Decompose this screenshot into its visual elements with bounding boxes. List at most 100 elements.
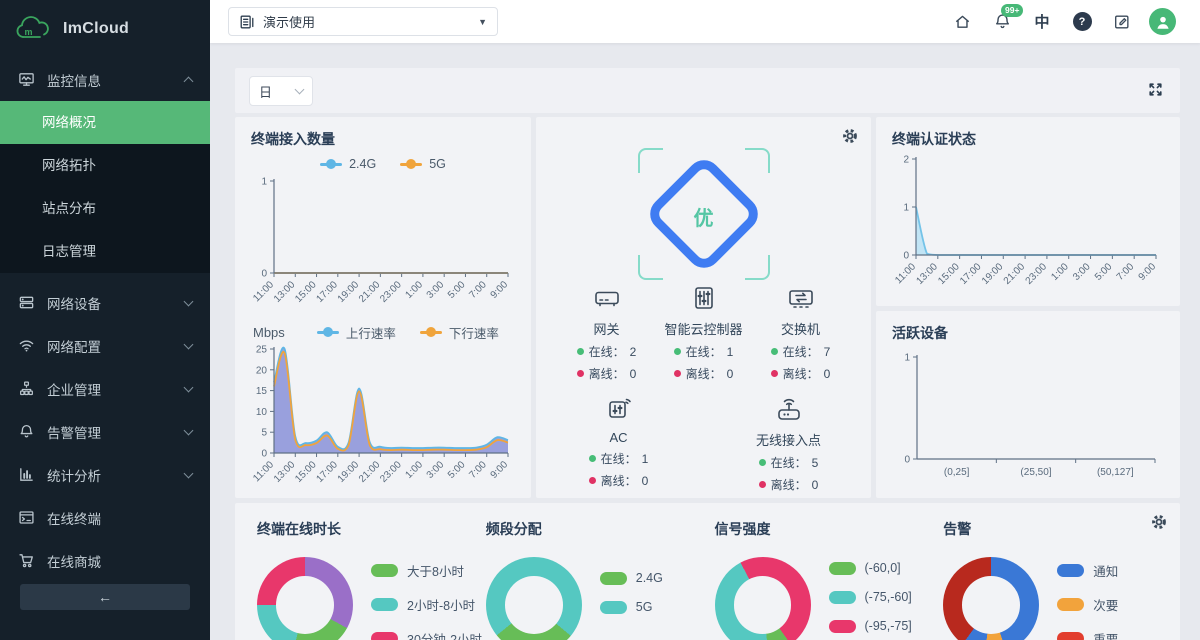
legend-marker — [400, 159, 423, 169]
alarms-donut — [943, 557, 1040, 640]
sidebar-submenu: 网络概况 网络拓扑 站点分布 日志管理 — [0, 101, 210, 273]
cloud-logo-icon: m — [14, 15, 54, 43]
sidebar-item-statistics-analysis[interactable]: 统计分析 — [0, 453, 210, 496]
gateway-icon — [558, 282, 655, 314]
legend-item[interactable]: (-60,0] — [828, 561, 912, 575]
alarms-section: 告警 通知 次要 重要 — [943, 519, 1172, 640]
legend-item-upstream[interactable]: 上行速率 — [316, 323, 396, 342]
svg-text:23:00: 23:00 — [378, 279, 404, 305]
svg-text:13:00: 13:00 — [272, 459, 298, 485]
online-dot — [758, 459, 766, 466]
svg-text:5: 5 — [261, 428, 267, 439]
legend-pill — [371, 564, 398, 577]
distribution-panel: 终端在线时长 大于8小时 2小时-8小时 30分钟-2小时 频段分配 2.4G — [235, 503, 1180, 640]
legend-item[interactable]: 大于8小时 — [371, 561, 482, 580]
terminal-access-panel: 终端接入数量 2.4G 5G 0 1 11:00 13:00 15:00 17:00 19:… — [235, 117, 531, 498]
device-stats-row: 网关 在线： 2 离线： 0 智能云控制器 在线： 1 离线： 0 — [536, 282, 871, 382]
wireless-ap-icon — [737, 393, 841, 425]
auth-status-chart: 0 1 2 11:00 13:00 15:00 17:00 19:00 21:00 23:00 1:… — [886, 153, 1170, 301]
main-content: 日 终端接入数量 2.4G 5G 0 1 11:00 13:00 15:00 17:00 1… — [210, 43, 1200, 640]
site-selector-dropdown[interactable]: 演示使用 ▼ — [228, 7, 498, 36]
sidebar-item-network-topology[interactable]: 网络拓扑 — [42, 158, 96, 173]
gear-icon[interactable] — [842, 128, 858, 144]
legend-pill — [371, 598, 398, 611]
sidebar-item-enterprise-management[interactable]: 企业管理 — [0, 367, 210, 410]
legend-pill — [599, 600, 627, 614]
svg-text:3:00: 3:00 — [425, 459, 447, 481]
legend-pill — [1057, 632, 1085, 640]
svg-text:1: 1 — [261, 177, 267, 188]
online-dot — [588, 455, 596, 462]
device-stats-row: AC 在线： 1 离线： 0 无线接入点 在线： 5 离线： 0 — [536, 393, 871, 493]
legend-item[interactable]: 30分钟-2小时 — [371, 629, 482, 640]
site-list-icon — [239, 14, 255, 30]
legend-item[interactable]: 2小时-8小时 — [371, 595, 482, 614]
legend-item[interactable]: 5G — [599, 600, 663, 614]
sidebar-item-online-terminals[interactable]: 在线终端 — [0, 496, 210, 539]
site-selector-value: 演示使用 — [263, 15, 316, 30]
online-dot — [770, 348, 778, 355]
legend-item[interactable]: (-95,-75] — [828, 619, 912, 633]
y-axis-unit: Mbps — [253, 324, 285, 340]
sidebar-item-alarm-management[interactable]: 告警管理 — [0, 410, 210, 453]
section-title: 信号强度 — [714, 521, 771, 537]
sidebar-item-online-mall[interactable]: 在线商城 — [0, 539, 210, 582]
sidebar-item-network-devices[interactable]: 网络设备 — [0, 281, 210, 324]
period-value: 日 — [259, 84, 273, 100]
access-count-legend: 2.4G 5G — [235, 155, 531, 173]
device-stat-gateway: 网关 在线： 2 离线： 0 — [558, 282, 655, 382]
devices-icon — [18, 294, 35, 311]
chevron-up-icon — [183, 76, 194, 87]
sidebar-collapse-button[interactable]: ← — [20, 584, 190, 610]
logo: m ImCloud — [0, 0, 210, 58]
chevron-down-icon — [183, 382, 194, 392]
svg-text:1:00: 1:00 — [403, 279, 425, 301]
svg-text:9:00: 9:00 — [489, 279, 511, 301]
bar-chart-icon — [18, 466, 35, 483]
legend-item-downstream[interactable]: 下行速率 — [419, 323, 499, 342]
switch-icon — [752, 282, 849, 314]
panel-title: 终端认证状态 — [892, 131, 976, 147]
sidebar: m ImCloud 监控信息 网络概况 网络拓扑 站点分布 日志管理 网络设备 — [0, 0, 210, 640]
sidebar-group-monitoring[interactable]: 监控信息 — [0, 58, 210, 101]
svg-text:15: 15 — [256, 386, 268, 397]
fullscreen-icon[interactable] — [1147, 81, 1164, 98]
user-avatar[interactable] — [1149, 8, 1176, 35]
svg-text:3:00: 3:00 — [425, 279, 447, 301]
help-icon[interactable]: ? — [1069, 9, 1095, 35]
notifications-bell-icon[interactable]: 99+ — [989, 3, 1024, 35]
legend-item[interactable]: 次要 — [1057, 595, 1118, 614]
sidebar-item-network-config[interactable]: 网络配置 — [0, 324, 210, 367]
online-dot — [673, 348, 681, 355]
gear-icon[interactable] — [1151, 514, 1167, 530]
offline-dot — [770, 370, 778, 377]
offline-dot — [588, 477, 596, 484]
sidebar-item-site-distribution[interactable]: 站点分布 — [42, 201, 96, 216]
caret-down-icon: ▼ — [478, 16, 487, 27]
legend-item[interactable]: 重要 — [1057, 629, 1118, 640]
chevron-down-icon — [183, 425, 194, 435]
monitor-icon — [18, 71, 35, 88]
legend-pill — [1057, 564, 1085, 577]
sidebar-item-network-overview[interactable]: 网络概况 — [0, 101, 210, 144]
legend-pill — [599, 571, 627, 585]
offline-count: 0 — [629, 366, 637, 381]
device-stat-wireless-ap: 无线接入点 在线： 5 离线： 0 — [737, 393, 841, 493]
legend-item[interactable]: (-75,-60] — [828, 590, 912, 604]
language-toggle[interactable]: 中 — [1034, 14, 1050, 31]
sidebar-item-log-management[interactable]: 日志管理 — [42, 244, 96, 259]
bracket-corner — [744, 255, 770, 280]
period-select[interactable]: 日 — [249, 76, 313, 106]
feedback-edit-icon[interactable] — [1109, 9, 1135, 35]
health-grade-text: 优 — [693, 208, 714, 230]
legend-item[interactable]: 通知 — [1057, 561, 1118, 580]
legend-item-5g[interactable]: 5G — [400, 157, 446, 171]
offline-dot — [576, 370, 584, 377]
legend-item-24g[interactable]: 2.4G — [320, 157, 376, 171]
donut-legend: (-60,0] (-75,-60] (-95,-75] — [828, 561, 912, 640]
legend-pill — [828, 619, 856, 633]
home-icon[interactable] — [949, 9, 975, 35]
legend-item[interactable]: 2.4G — [599, 571, 663, 585]
svg-text:1:00: 1:00 — [1049, 261, 1071, 283]
svg-text:23:00: 23:00 — [1024, 261, 1050, 287]
